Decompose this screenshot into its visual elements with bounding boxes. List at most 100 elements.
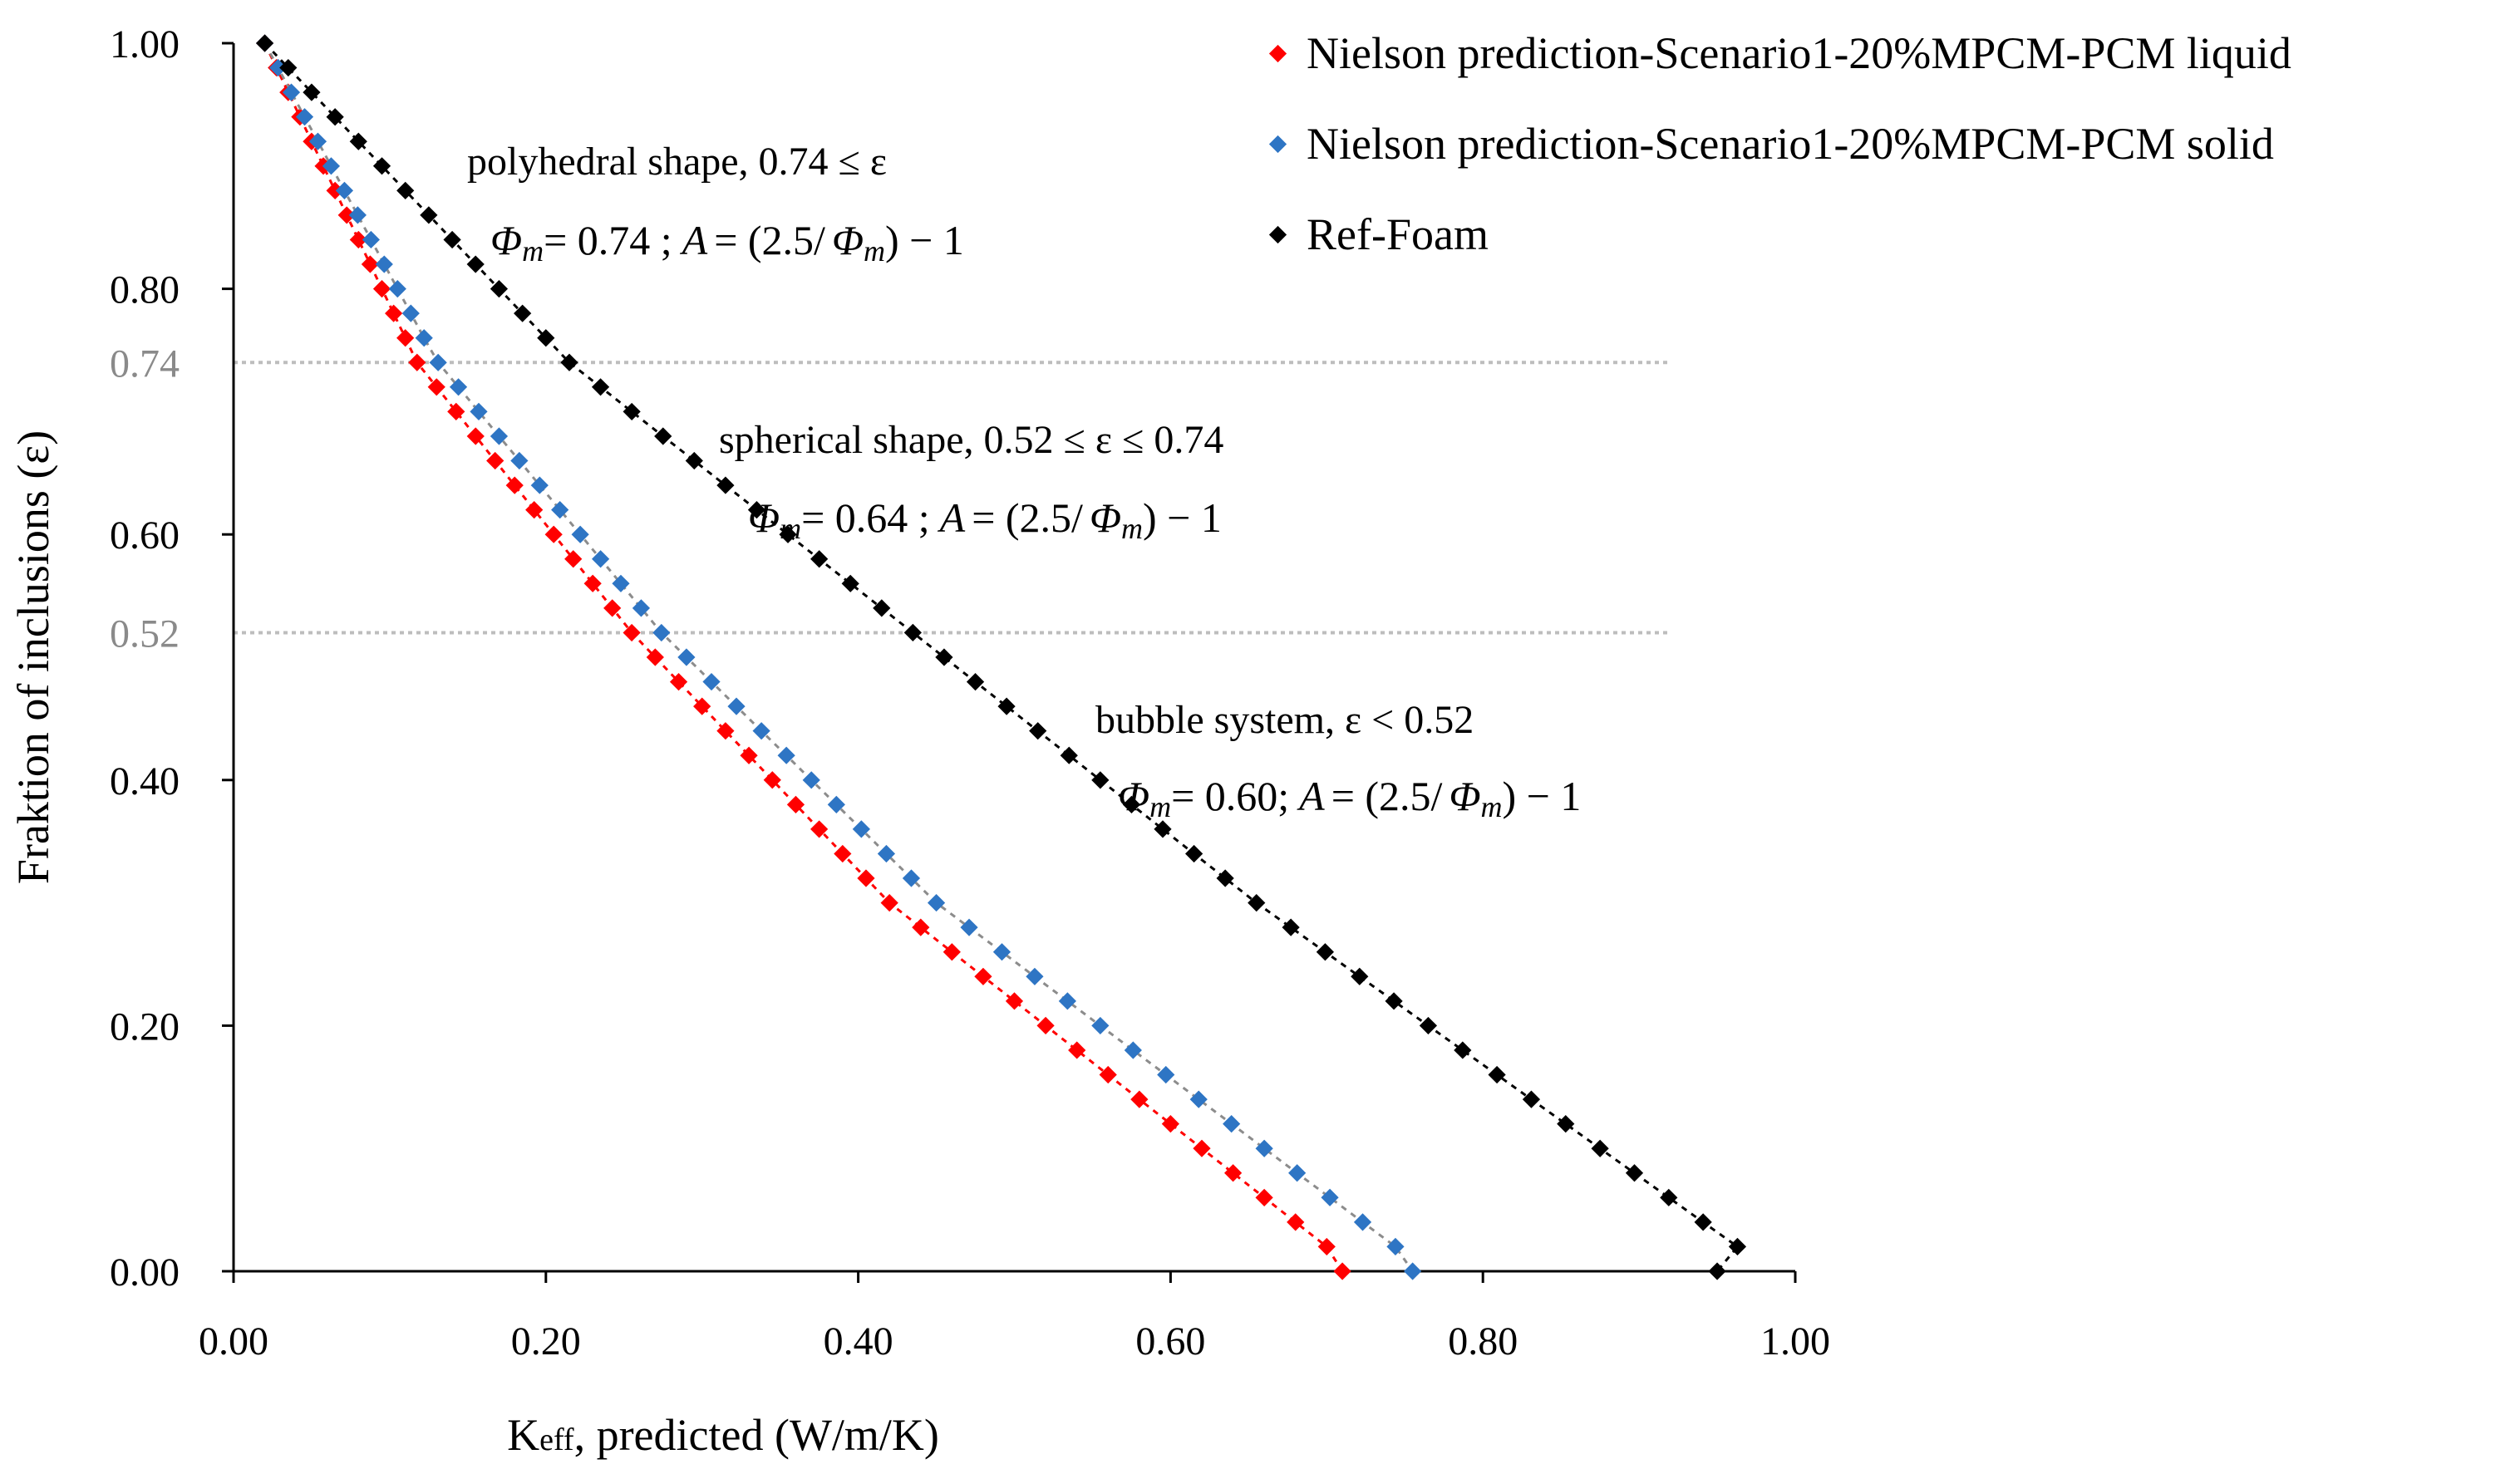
data-point-ref-foam-10 [490, 280, 509, 298]
data-point-ref-foam-2 [303, 83, 321, 101]
data-point-liquid-39 [1005, 992, 1024, 1010]
data-point-liquid-17 [486, 451, 504, 470]
data-point-solid-23 [632, 599, 651, 617]
reference-lines [234, 361, 1671, 635]
legend-marker-solid [1268, 135, 1287, 154]
a-symbol: A [938, 494, 966, 541]
tick-labels: 0.74 0.52 0.00 0.20 0.40 0.60 0.80 1.00 0.00 0.20… [110, 22, 1830, 1363]
data-point-ref-foam-24 [903, 623, 922, 642]
data-point-ref-foam-48 [1694, 1213, 1712, 1231]
data-point-liquid-46 [1223, 1164, 1243, 1182]
data-point-solid-44 [1223, 1115, 1241, 1133]
data-point-ref-foam-23 [873, 599, 891, 617]
phi-subscript: m [864, 234, 885, 268]
axes [232, 43, 1795, 1273]
reference-line-label-0.52: 0.52 [110, 612, 180, 656]
data-point-liquid-37 [943, 943, 961, 961]
data-point-solid-8 [362, 230, 380, 249]
data-point-solid-29 [777, 746, 795, 764]
y-tick-label-0.00: 0.00 [110, 1250, 180, 1295]
data-point-liquid-19 [525, 501, 544, 519]
data-point-solid-36 [960, 918, 978, 936]
data-point-solid-33 [877, 844, 896, 863]
x-axis-title-rest: , predicted (W/m/K) [574, 1410, 939, 1460]
legend-marker-ref-foam [1268, 225, 1287, 244]
data-point-solid-27 [727, 697, 746, 715]
legend-item-ref-foam: Ref-Foam [1268, 209, 1489, 259]
data-point-liquid-22 [583, 574, 602, 592]
data-point-solid-17 [510, 451, 529, 470]
annotations: polyhedral shape, 0.74 ≤ ε Φm= 0.74 ; A = … [467, 140, 1581, 823]
data-point-liquid-27 [693, 697, 711, 715]
phi-symbol: Φ [748, 494, 780, 541]
data-point-solid-39 [1058, 992, 1076, 1010]
phi-symbol: Φ [1449, 773, 1480, 819]
data-point-liquid-30 [763, 771, 781, 789]
data-point-ref-foam-29 [1060, 746, 1078, 764]
phi-symbol: Φ [1090, 494, 1121, 541]
phi-value: = 0.74 ; [544, 217, 672, 263]
x-tick-label-1.00: 1.00 [1760, 1319, 1830, 1363]
data-point-solid-30 [802, 771, 820, 789]
y-tick-label-0.20: 0.20 [110, 1005, 180, 1049]
data-point-ref-foam-17 [685, 451, 703, 470]
x-tick-label-0.00: 0.00 [199, 1319, 268, 1363]
phi-symbol: Φ [1118, 773, 1149, 819]
data-point-solid-2 [282, 83, 301, 101]
data-point-liquid-8 [349, 230, 367, 249]
data-point-ref-foam-36 [1282, 918, 1300, 936]
data-point-liquid-47 [1255, 1188, 1273, 1206]
legend-label-liquid: Nielson prediction-Scenario1-20%MPCM-PCM… [1307, 28, 2291, 78]
data-point-ref-foam-37 [1316, 943, 1335, 961]
annotation-spherical-title: spherical shape, 0.52 ≤ ε ≤ 0.74 [719, 418, 1223, 462]
data-point-ref-foam-42 [1488, 1065, 1506, 1084]
formula-end: ) − 1 [1143, 494, 1222, 541]
data-point-liquid-25 [646, 648, 664, 666]
data-point-ref-foam-44 [1557, 1115, 1575, 1133]
legend-label-ref-foam: Ref-Foam [1307, 209, 1489, 259]
data-point-solid-11 [401, 304, 420, 322]
data-point-solid-22 [612, 574, 630, 592]
data-point-liquid-41 [1068, 1041, 1086, 1059]
data-point-solid-7 [348, 206, 367, 224]
data-point-ref-foam-50 [1708, 1262, 1726, 1280]
phi-symbol: Φ [490, 217, 522, 263]
data-point-solid-49 [1386, 1237, 1405, 1256]
data-point-solid-16 [490, 427, 509, 445]
data-point-solid-40 [1091, 1016, 1110, 1035]
data-point-solid-19 [551, 501, 569, 519]
data-point-ref-foam-4 [349, 132, 367, 150]
legend-label-solid: Nielson prediction-Scenario1-20%MPCM-PCM… [1307, 119, 2274, 169]
phi-subscript: m [1481, 790, 1503, 823]
data-point-solid-41 [1124, 1041, 1142, 1059]
data-point-liquid-21 [564, 550, 583, 568]
data-point-liquid-16 [466, 427, 485, 445]
y-tick-label-0.80: 0.80 [110, 268, 180, 312]
series-solid [255, 34, 1422, 1280]
data-point-ref-foam-12 [537, 329, 555, 347]
phi-value: = 0.60; [1171, 773, 1289, 819]
data-point-ref-foam-38 [1351, 967, 1369, 985]
data-point-liquid-12 [396, 329, 415, 347]
data-point-ref-foam-32 [1154, 820, 1172, 838]
data-point-solid-18 [530, 476, 549, 494]
phi-subscript: m [1149, 790, 1171, 823]
data-point-liquid-26 [669, 672, 688, 691]
x-tick-label-0.20: 0.20 [511, 1319, 581, 1363]
y-axis-title: Fraktion of inclusions (ε) [8, 430, 58, 884]
data-point-liquid-50 [1333, 1262, 1351, 1280]
data-point-solid-34 [902, 869, 921, 887]
data-point-liquid-9 [361, 255, 379, 273]
data-point-ref-foam-39 [1385, 992, 1403, 1010]
a-symbol: A [680, 217, 708, 263]
formula-tail: = (2.5/ [714, 217, 825, 263]
data-point-solid-37 [992, 943, 1011, 961]
legend-item-solid: Nielson prediction-Scenario1-20%MPCM-PCM… [1268, 119, 2274, 169]
data-point-ref-foam-25 [935, 648, 953, 666]
data-point-solid-24 [652, 623, 671, 642]
data-point-ref-foam-19 [747, 500, 766, 519]
data-point-liquid-32 [810, 820, 829, 838]
phi-value: = 0.64 ; [801, 494, 930, 541]
data-point-ref-foam-26 [966, 672, 985, 691]
data-point-solid-31 [827, 795, 845, 813]
